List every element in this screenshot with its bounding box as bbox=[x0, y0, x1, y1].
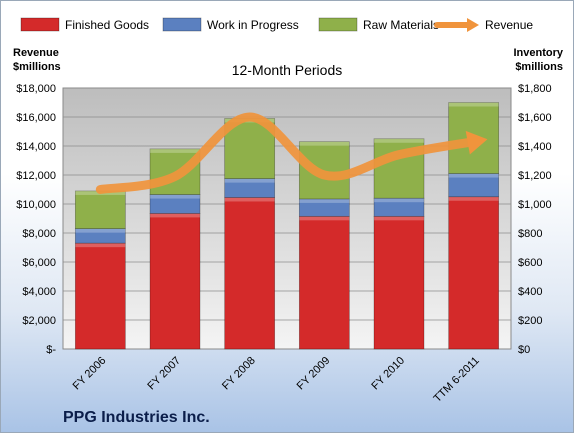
category-label: FY 2010 bbox=[369, 355, 407, 393]
left-tick-label: $16,000 bbox=[16, 112, 56, 124]
bar-highlight bbox=[299, 216, 350, 221]
category-label: FY 2009 bbox=[295, 355, 333, 393]
bar-highlight bbox=[374, 216, 424, 221]
category-label: FY 2006 bbox=[71, 355, 109, 393]
bar-finished-goods bbox=[448, 196, 500, 350]
bar-finished-goods bbox=[298, 215, 350, 350]
bar-finished-goods bbox=[373, 215, 425, 350]
right-tick-label: $1,000 bbox=[518, 199, 552, 211]
bar-highlight bbox=[374, 138, 424, 143]
left-axis-ticks: $- $2,000 $4,000 $6,000 $8,000 $10,000 $12,000… bbox=[16, 83, 56, 356]
left-tick-label: $4,000 bbox=[22, 286, 56, 298]
left-tick-label: $14,000 bbox=[16, 141, 56, 153]
left-tick-label: $12,000 bbox=[16, 170, 56, 182]
legend-swatch-finished-goods bbox=[20, 17, 60, 32]
company-name: PPG Industries Inc. bbox=[63, 409, 210, 426]
bar-finished-goods bbox=[74, 242, 126, 350]
right-tick-label: $1,800 bbox=[518, 83, 552, 95]
category-label: FY 2008 bbox=[220, 355, 258, 393]
bar-highlight bbox=[374, 198, 424, 203]
legend-swatch-raw-materials bbox=[318, 17, 358, 32]
right-tick-label: $600 bbox=[518, 257, 542, 269]
left-tick-label: $- bbox=[46, 344, 56, 356]
right-tick-label: $1,400 bbox=[518, 141, 552, 153]
legend-swatch-work-in-progress bbox=[162, 17, 202, 32]
right-axis-ticks: $0 $200 $400 $600 $800 $1,000 $1,200 $1,400 $1,6… bbox=[518, 83, 552, 356]
bar-highlight bbox=[448, 173, 499, 178]
category-label: FY 2007 bbox=[145, 355, 183, 393]
plot-area bbox=[62, 87, 512, 350]
revenue-line-layer bbox=[95, 112, 488, 194]
bar-highlight bbox=[448, 102, 499, 107]
left-axis-title-line2: $millions bbox=[13, 61, 61, 73]
bars bbox=[74, 102, 500, 350]
right-tick-label: $800 bbox=[518, 228, 542, 240]
gridlines bbox=[63, 116, 511, 321]
legend-label: Revenue bbox=[485, 18, 533, 32]
bar-finished-goods bbox=[224, 197, 276, 350]
right-tick-label: $400 bbox=[518, 286, 542, 298]
bar-highlight bbox=[299, 141, 350, 146]
bar-highlight bbox=[150, 213, 200, 218]
right-tick-label: $1,600 bbox=[518, 112, 552, 124]
bar-raw-materials bbox=[298, 141, 350, 200]
chart-subtitle: 12-Month Periods bbox=[232, 62, 343, 78]
revenue-arrowhead bbox=[465, 130, 488, 155]
right-axis-title-line2: $millions bbox=[515, 61, 563, 73]
legend-arrow-icon bbox=[467, 18, 479, 32]
bar-raw-materials bbox=[74, 190, 126, 229]
x-axis-ticks: FY 2006 FY 2007 FY 2008 FY 2009 FY 2010 TTM 6… bbox=[71, 355, 482, 405]
bar-highlight bbox=[75, 228, 126, 233]
bar-highlight bbox=[224, 197, 275, 202]
left-tick-label: $6,000 bbox=[22, 257, 56, 269]
right-tick-label: $0 bbox=[518, 344, 530, 356]
left-tick-label: $8,000 bbox=[22, 228, 56, 240]
bar-highlight bbox=[150, 194, 200, 199]
right-axis-title-line1: Inventory bbox=[513, 47, 563, 59]
bar-highlight bbox=[224, 178, 275, 183]
bar-highlight bbox=[299, 198, 350, 203]
bar-highlight bbox=[75, 243, 126, 248]
left-tick-label: $2,000 bbox=[22, 315, 56, 327]
legend-label: Raw Materials bbox=[363, 18, 439, 32]
category-label: TTM 6-2011 bbox=[432, 355, 482, 405]
revenue-line bbox=[95, 112, 479, 194]
bar-work-in-progress bbox=[298, 198, 350, 217]
bar-highlight bbox=[150, 148, 200, 153]
legend: Finished Goods Work in Progress Raw Materi… bbox=[20, 17, 533, 32]
right-tick-label: $200 bbox=[518, 315, 542, 327]
right-tick-label: $1,200 bbox=[518, 170, 552, 182]
bar-highlight bbox=[448, 196, 499, 201]
bar-finished-goods bbox=[149, 213, 201, 350]
left-tick-label: $10,000 bbox=[16, 199, 56, 211]
left-tick-label: $18,000 bbox=[16, 83, 56, 95]
legend-label: Finished Goods bbox=[65, 18, 149, 32]
left-axis-title-line1: Revenue bbox=[13, 47, 59, 59]
legend-label: Work in Progress bbox=[207, 18, 299, 32]
